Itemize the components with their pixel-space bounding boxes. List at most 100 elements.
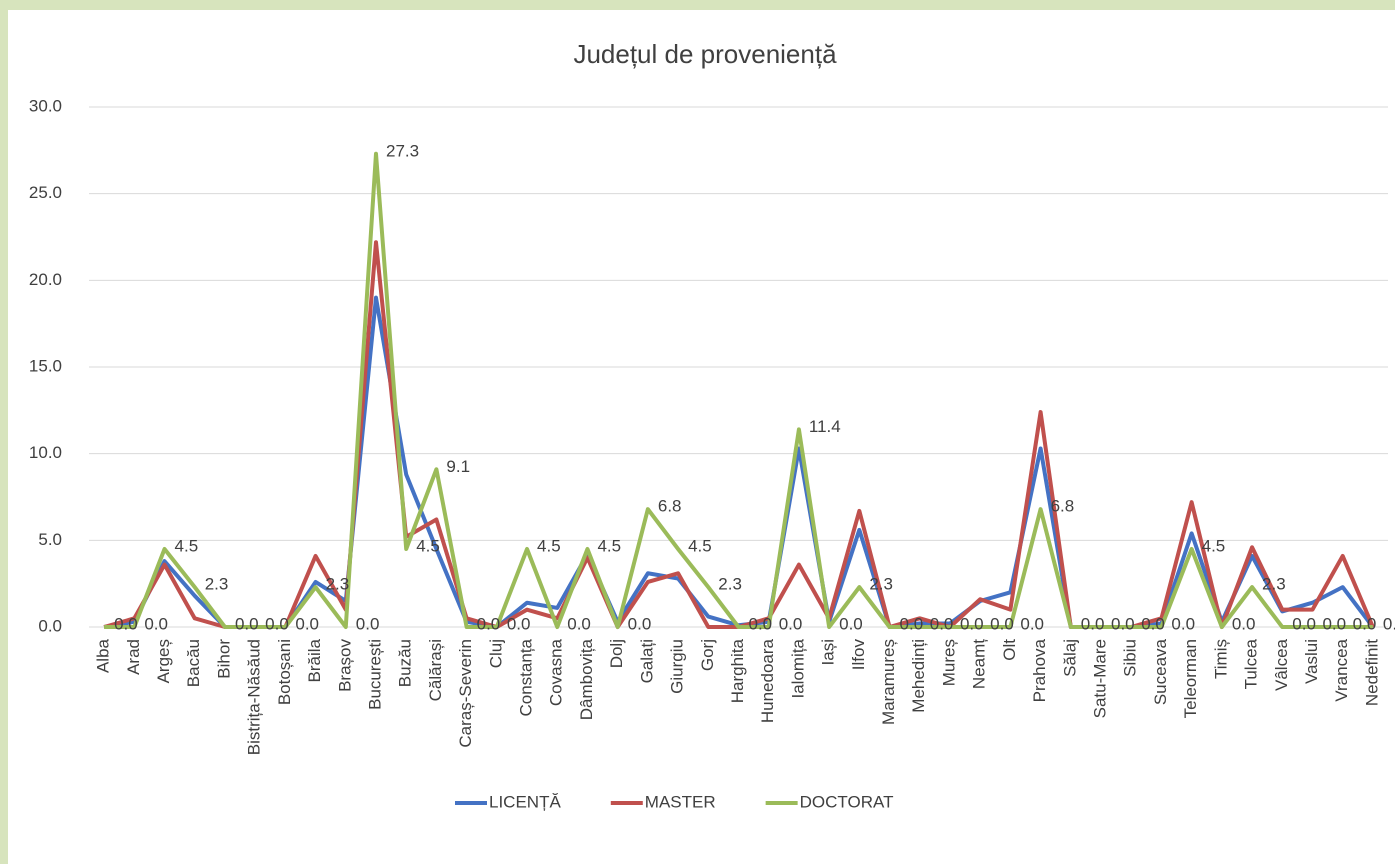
data-label: 0.0	[235, 614, 259, 633]
x-tick-label: Caraș-Severin	[456, 639, 475, 748]
x-tick-label: Arad	[124, 639, 143, 675]
x-tick-label: Galați	[637, 639, 656, 683]
data-label: 0.0	[1292, 614, 1316, 633]
y-tick-label: 10.0	[29, 443, 62, 462]
data-label: 0.0	[144, 614, 168, 633]
legend-label: LICENȚĂ	[489, 792, 561, 811]
chart-title: Județul de proveniență	[573, 39, 837, 69]
x-tick-label: Sălaj	[1060, 639, 1079, 677]
data-label: 0.0	[1111, 614, 1135, 633]
data-label: 0.0	[295, 614, 319, 633]
data-label: 2.3	[1262, 575, 1286, 594]
x-tick-label: Vrancea	[1332, 638, 1351, 701]
x-tick-label: Neamț	[970, 639, 989, 689]
x-tick-label: Covasna	[547, 638, 566, 706]
data-label: 0.0	[1141, 614, 1165, 633]
data-label: 0.0	[114, 614, 138, 633]
data-label: 0.0	[477, 614, 501, 633]
y-tick-label: 30.0	[29, 96, 62, 115]
data-label: 6.8	[1051, 497, 1075, 516]
data-label: 4.5	[416, 536, 440, 555]
data-label: 4.5	[175, 536, 199, 555]
data-label: 0.0	[1383, 614, 1395, 633]
legend-label: DOCTORAT	[800, 792, 894, 811]
data-label: 0.0	[567, 614, 591, 633]
chart-area	[8, 10, 1395, 864]
x-tick-label: Harghita	[728, 638, 747, 703]
data-label: 2.3	[718, 575, 742, 594]
x-tick-label: Suceava	[1151, 638, 1170, 705]
y-tick-label: 25.0	[29, 183, 62, 202]
data-label: 0.0	[749, 614, 773, 633]
x-tick-label: București	[365, 639, 384, 710]
data-label: 11.4	[809, 417, 841, 436]
x-tick-label: Maramureș	[879, 639, 898, 725]
y-tick-label: 5.0	[38, 530, 62, 549]
x-tick-label: Olt	[1000, 639, 1019, 661]
x-tick-label: Hunedoara	[758, 638, 777, 723]
x-tick-label: Dolj	[607, 639, 626, 668]
data-label: 0.0	[356, 614, 380, 633]
x-tick-label: Sibiu	[1121, 639, 1140, 677]
x-tick-label: Ilfov	[849, 639, 868, 671]
x-tick-label: Bacău	[184, 639, 203, 687]
data-label: 4.5	[537, 536, 561, 555]
x-tick-label: Constanța	[517, 638, 536, 716]
x-tick-label: Nedefinit	[1362, 639, 1381, 706]
data-label: 0.0	[265, 614, 289, 633]
data-label: 0.0	[990, 614, 1014, 633]
x-tick-label: Prahova	[1030, 638, 1049, 702]
data-label: 0.0	[1322, 614, 1346, 633]
data-label: 0.0	[960, 614, 984, 633]
x-tick-label: Cluj	[486, 639, 505, 668]
x-tick-label: Gorj	[698, 639, 717, 671]
data-label: 0.0	[930, 614, 954, 633]
y-tick-label: 20.0	[29, 270, 62, 289]
x-tick-label: Vâlcea	[1272, 638, 1291, 691]
data-label: 0.0	[628, 614, 652, 633]
x-tick-label: Tulcea	[1242, 638, 1261, 689]
data-label: 0.0	[1081, 614, 1105, 633]
series-line	[104, 151, 1373, 629]
data-label: 9.1	[446, 457, 470, 476]
data-label: 0.0	[900, 614, 924, 633]
data-label: 27.3	[386, 141, 419, 160]
data-label: 4.5	[597, 536, 621, 555]
x-tick-label: Alba	[94, 638, 113, 673]
x-tick-label: Timiș	[1211, 639, 1230, 679]
data-label: 0.0	[507, 614, 531, 633]
data-label: 2.3	[869, 575, 893, 594]
data-label: 4.5	[688, 536, 712, 555]
x-tick-label: Buzău	[396, 639, 415, 687]
x-tick-label: Bistrița-Năsăud	[245, 639, 264, 755]
x-tick-label: Brăila	[305, 638, 324, 682]
data-label: 0.0	[779, 614, 803, 633]
x-tick-label: Ialomița	[788, 638, 807, 698]
x-tick-label: Mehedinți	[909, 639, 928, 713]
data-label: 6.8	[658, 497, 682, 516]
data-label: 0.0	[839, 614, 863, 633]
x-tick-label: Brașov	[335, 639, 354, 692]
data-label: 0.0	[1353, 614, 1377, 633]
x-tick-label: Vaslui	[1302, 639, 1321, 684]
data-label: 0.0	[1232, 614, 1256, 633]
x-tick-label: Satu-Mare	[1090, 639, 1109, 718]
x-tick-label: Mureș	[939, 639, 958, 686]
y-tick-label: 0.0	[38, 616, 62, 635]
x-tick-label: Argeș	[154, 639, 173, 683]
legend-label: MASTER	[645, 792, 716, 811]
x-tick-label: Teleorman	[1181, 639, 1200, 718]
x-tick-label: Călărași	[426, 639, 445, 701]
x-tick-label: Iași	[819, 639, 838, 665]
data-label: 0.0	[1020, 614, 1044, 633]
x-tick-label: Giurgiu	[668, 639, 687, 694]
data-label: 2.3	[205, 575, 229, 594]
data-label: 4.5	[1202, 536, 1226, 555]
x-tick-label: Botoșani	[275, 639, 294, 705]
data-label: 2.3	[326, 575, 350, 594]
x-tick-label: Dâmbovița	[577, 638, 596, 720]
data-label: 0.0	[1171, 614, 1195, 633]
y-tick-label: 15.0	[29, 356, 62, 375]
